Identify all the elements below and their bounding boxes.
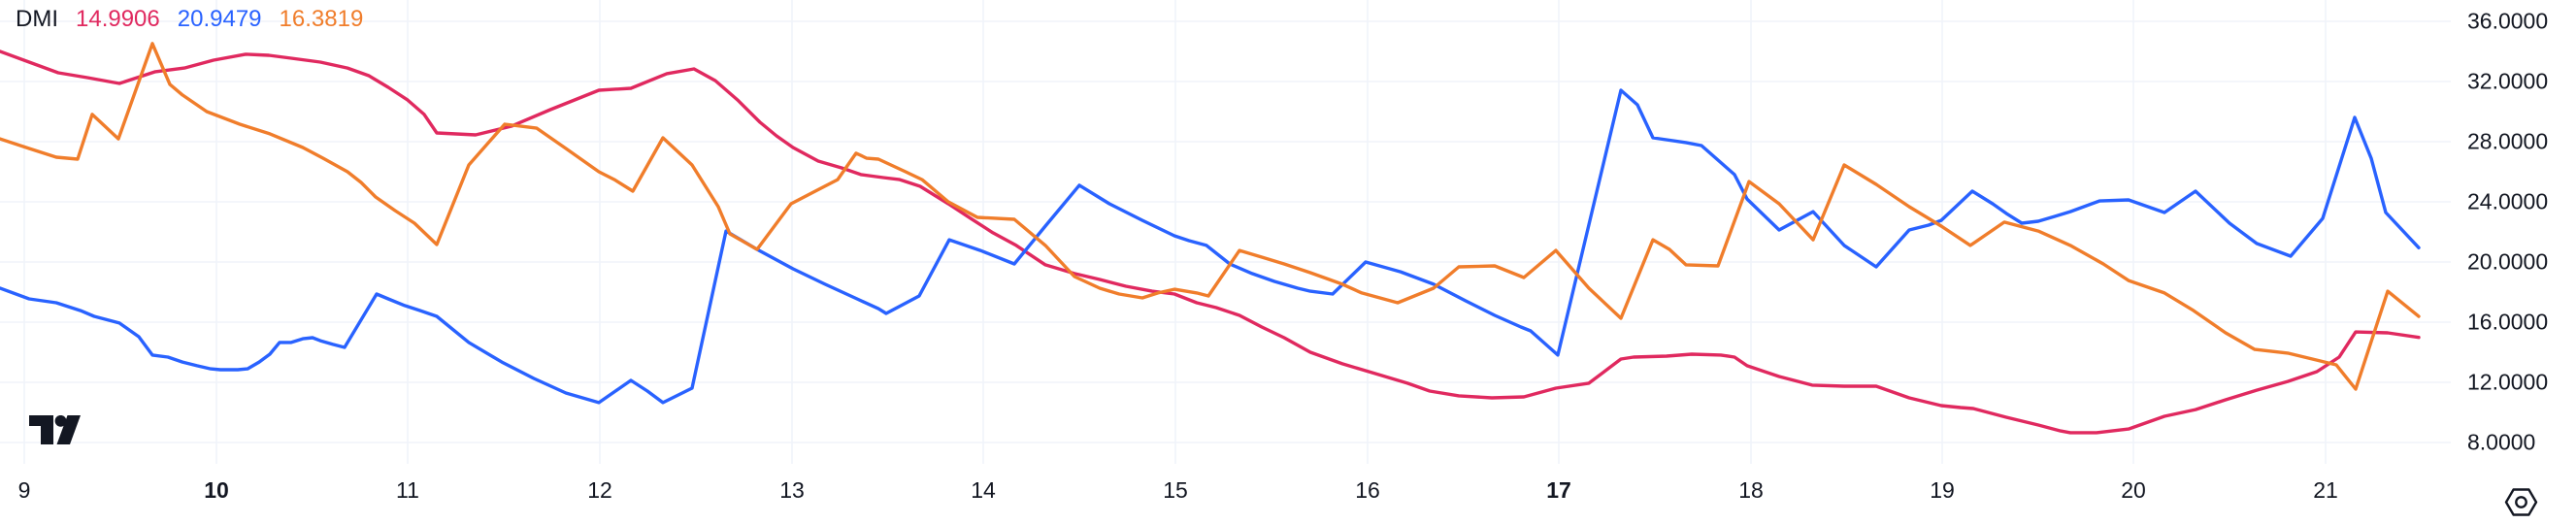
x-tick-label: 15 [1163,477,1188,503]
y-tick-label: 32.0000 [2467,68,2549,94]
settings-icon[interactable] [2504,486,2539,519]
legend-value-red: 14.9906 [76,6,160,32]
indicator-legend[interactable]: DMI 14.9906 20.9479 16.3819 [16,6,363,33]
legend-value-orange: 16.3819 [279,6,364,32]
x-tick-label: 11 [396,477,419,503]
x-tick-label: 21 [2313,477,2338,503]
y-tick-label: 24.0000 [2467,188,2549,214]
x-tick-label: 13 [779,477,805,503]
x-tick-label: 9 [17,477,31,503]
x-tick-label: 12 [587,477,612,503]
x-tick-label: 16 [1355,477,1380,503]
y-tick-label: 36.0000 [2467,8,2549,34]
y-tick-label: 8.0000 [2467,429,2536,455]
y-tick-label: 16.0000 [2467,309,2549,335]
line-blue [0,88,2421,405]
y-tick-label: 28.0000 [2467,128,2549,154]
x-tick-label: 10 [204,477,229,503]
x-tick-label: 19 [1930,477,1955,503]
x-tick-label: 18 [1738,477,1764,503]
x-tick-label: 17 [1546,477,1571,503]
y-tick-label: 20.0000 [2467,248,2549,275]
line-orange [0,42,2421,391]
line-red [0,49,2421,435]
legend-value-blue: 20.9479 [177,6,262,32]
x-tick-label: 14 [971,477,996,503]
y-tick-label: 12.0000 [2467,369,2549,395]
x-tick-label: 20 [2121,477,2146,503]
tradingview-logo[interactable] [29,415,82,445]
indicator-title: DMI [16,6,58,32]
